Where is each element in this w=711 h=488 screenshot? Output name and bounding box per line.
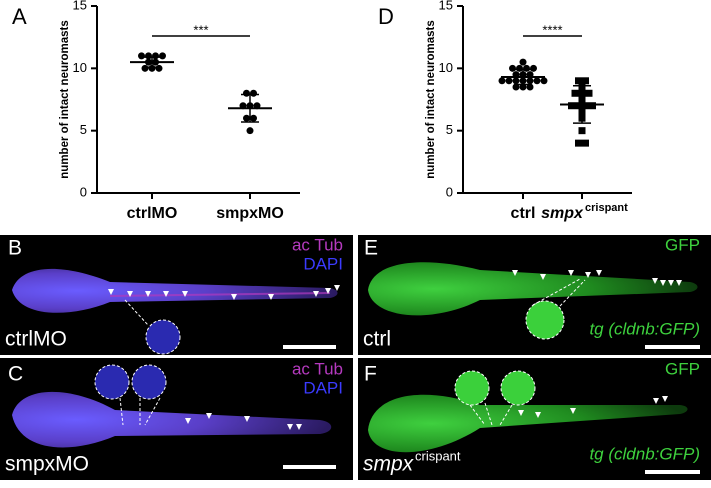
data-point [589, 102, 596, 110]
x-tick-label: smpx [541, 205, 584, 222]
y-tick-label: 15 [73, 0, 87, 12]
y-tick-label: 10 [73, 60, 87, 75]
channel-label: GFP [665, 235, 700, 254]
data-point [243, 114, 250, 122]
data-point [578, 127, 586, 135]
x-tick-label: smpxMO [216, 205, 284, 222]
data-point [498, 77, 506, 85]
panel-letter: E [364, 237, 378, 260]
y-tick-label: 0 [446, 184, 453, 199]
data-point [152, 52, 159, 60]
data-point [145, 52, 152, 60]
data-point [159, 52, 166, 60]
x-tick-label: ctrl [511, 205, 536, 222]
data-point [568, 102, 575, 110]
panel-letter: B [8, 237, 22, 260]
data-point [575, 77, 582, 85]
panel-letter: F [364, 363, 377, 386]
panel-letter: A [12, 4, 27, 29]
data-point [530, 64, 537, 72]
sample-label: smpxMO [5, 453, 89, 476]
data-point [138, 52, 145, 60]
data-point [155, 64, 163, 72]
y-tick-label: 15 [439, 0, 453, 12]
data-point [250, 114, 257, 122]
y-axis-label: number of intact neuromasts [425, 20, 437, 178]
data-point [582, 139, 589, 147]
panel-e: E GFP tg (cldnb:GFP) ctrl [358, 235, 711, 355]
channel-label: ac Tub [292, 235, 343, 254]
y-tick-label: 10 [439, 60, 453, 75]
data-point [246, 127, 254, 135]
significance-label: **** [542, 22, 562, 37]
data-point [533, 77, 541, 85]
transgene-label: tg (cldnb:GFP) [589, 319, 700, 338]
data-point [585, 89, 593, 97]
data-point [571, 89, 579, 97]
sample-label: ctrlMO [5, 328, 67, 351]
panel-c: C ac Tub DAPI smpxMO [0, 358, 353, 480]
y-tick-label: 0 [80, 184, 87, 199]
data-point [523, 64, 530, 72]
sample-label: ctrl [363, 328, 391, 351]
data-point [575, 139, 582, 147]
channel-label: DAPI [303, 254, 343, 273]
data-point [141, 64, 149, 72]
panel-f: F GFP tg (cldnb:GFP) smpx crispant [358, 358, 711, 480]
data-point [540, 77, 548, 85]
channel-label: DAPI [303, 378, 343, 397]
x-tick-superscript: crispant [585, 202, 628, 214]
data-point [509, 64, 516, 72]
data-point [243, 89, 250, 97]
sample-label: smpx [363, 453, 415, 476]
panel-letter: D [378, 4, 394, 29]
data-point [526, 77, 534, 85]
data-point [512, 77, 520, 85]
panel-letter: C [8, 363, 23, 386]
y-tick-label: 5 [80, 122, 87, 137]
sample-superscript: crispant [415, 448, 461, 463]
y-tick-label: 5 [446, 122, 453, 137]
channel-label: GFP [665, 359, 700, 378]
data-point [582, 102, 589, 110]
data-point [582, 77, 589, 85]
channel-label: ac Tub [292, 359, 343, 378]
panel-b: B ac Tub DAPI ctrlMO [0, 235, 353, 355]
significance-label: *** [193, 22, 208, 37]
data-point [519, 58, 527, 66]
transgene-label: tg (cldnb:GFP) [589, 444, 700, 463]
data-point [516, 64, 523, 72]
data-point [250, 89, 257, 97]
data-point [505, 77, 513, 85]
x-tick-label: ctrlMO [127, 205, 178, 222]
data-point [575, 102, 582, 110]
y-axis-label: number of intact neuromasts [59, 20, 71, 178]
